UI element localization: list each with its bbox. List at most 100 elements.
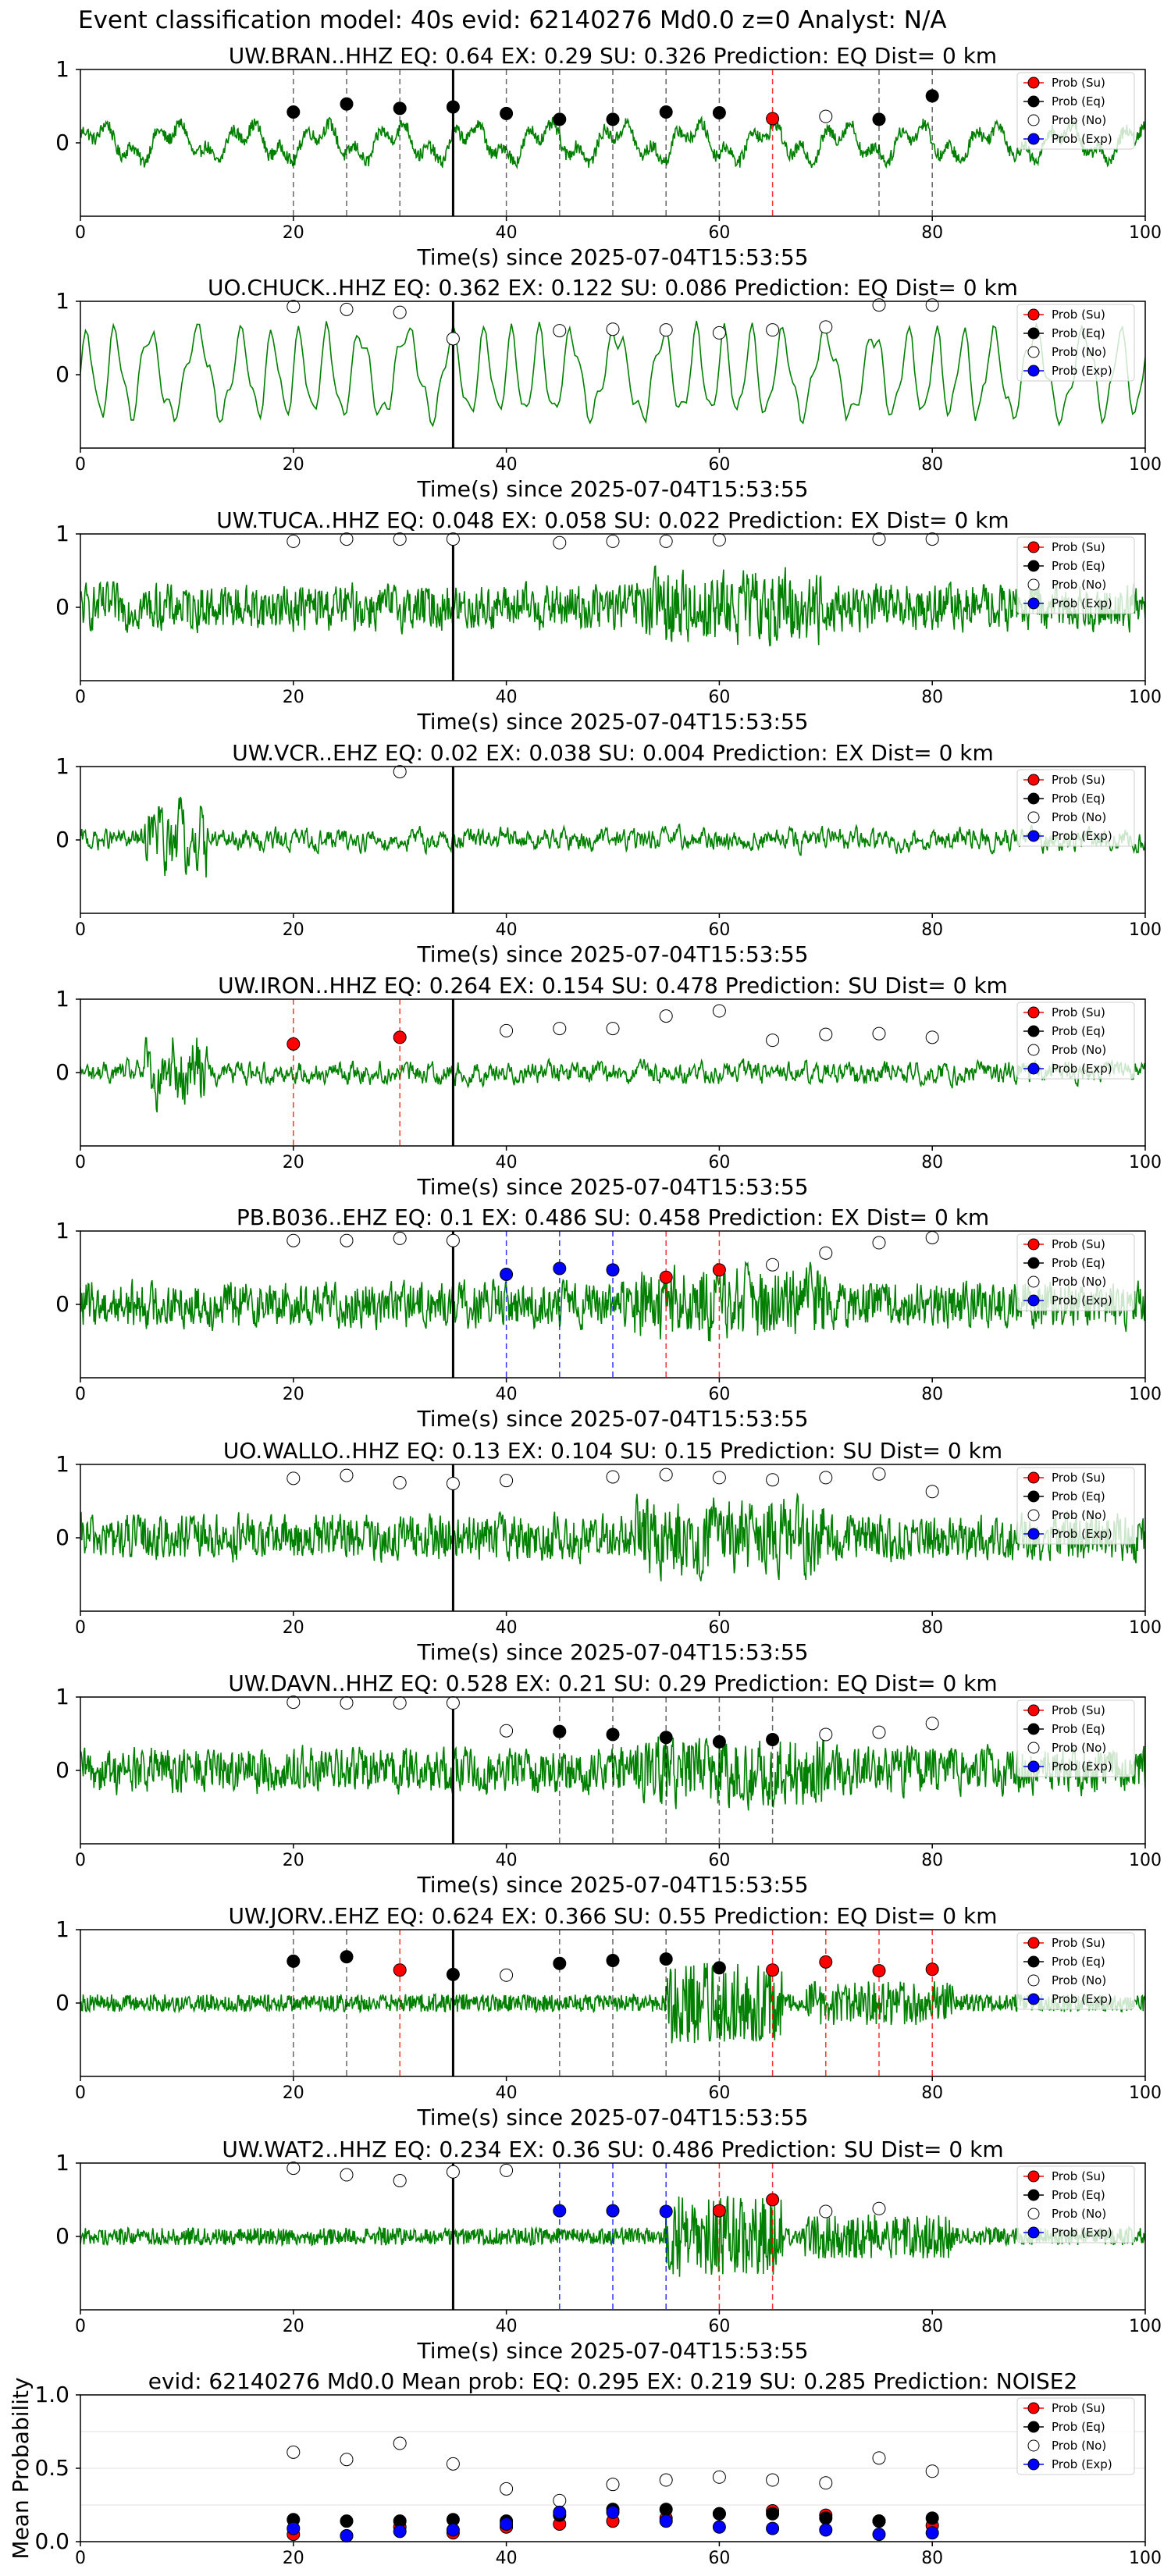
prob-point-exp xyxy=(500,1267,514,1281)
mean-y-tick-label: 1.0 xyxy=(34,2382,69,2407)
prob-point-su xyxy=(819,1955,833,1969)
legend-marker-no xyxy=(1027,1044,1040,1056)
legend-label-eq: Prob (Eq) xyxy=(1052,94,1105,109)
prob-point-eq xyxy=(446,100,460,114)
legend-label-no: Prob (No) xyxy=(1052,113,1106,127)
prob-point-no xyxy=(712,1004,726,1018)
x-tick-label: 60 xyxy=(708,1385,730,1404)
waveform-trace xyxy=(80,1037,1145,1112)
prob-point-no xyxy=(872,532,886,546)
prob-point-no xyxy=(340,1468,354,1482)
x-tick-label: 100 xyxy=(1129,2317,1162,2336)
mean-point-eq xyxy=(872,2514,886,2528)
prob-point-no xyxy=(287,534,301,548)
legend-marker-eq xyxy=(1027,2189,1040,2201)
prob-point-su xyxy=(766,2193,780,2207)
legend-marker-eq xyxy=(1027,327,1040,340)
mean-point-eq xyxy=(340,2514,354,2528)
x-tick-label: 40 xyxy=(496,223,518,243)
legend-label-exp: Prob (Exp) xyxy=(1052,132,1112,146)
waveform-group xyxy=(80,796,1145,878)
station-panel-10: UW.WAT2..HHZ EQ: 0.234 EX: 0.36 SU: 0.48… xyxy=(55,2137,1162,2364)
waveform-group xyxy=(80,1037,1145,1112)
legend-frame xyxy=(1016,2397,1135,2475)
prob-point-no xyxy=(446,1233,460,1247)
legend-marker-no xyxy=(1027,1974,1040,1987)
y-tick-label: 0 xyxy=(55,594,69,620)
prob-point-eq xyxy=(606,1727,620,1742)
y-tick-label: 0 xyxy=(55,1757,69,1783)
legend-label-no: Prob (No) xyxy=(1052,810,1106,824)
x-tick-label: 80 xyxy=(921,455,943,475)
panel-title: UW.BRAN..HHZ EQ: 0.64 EX: 0.29 SU: 0.326… xyxy=(229,43,997,69)
legend-marker-eq xyxy=(1027,560,1040,572)
x-tick-label: 0 xyxy=(75,1385,86,1404)
panel-title: UW.DAVN..HHZ EQ: 0.528 EX: 0.21 SU: 0.29… xyxy=(228,1670,997,1696)
prob-point-no xyxy=(393,532,407,546)
x-tick-label: 100 xyxy=(1129,223,1162,243)
prob-point-no xyxy=(819,1027,833,1041)
x-tick-label: 100 xyxy=(1129,920,1162,940)
legend-marker-exp xyxy=(1027,1528,1040,1540)
prob-point-exp xyxy=(659,2204,673,2218)
x-axis-label: Time(s) since 2025-07-04T15:53:55 xyxy=(416,2338,808,2364)
legend-label-no: Prob (No) xyxy=(1052,578,1106,592)
prob-point-no xyxy=(659,534,673,548)
prob-point-eq xyxy=(712,1735,726,1749)
x-axis-label: Time(s) since 2025-07-04T15:53:55 xyxy=(416,1639,808,1665)
prob-point-eq xyxy=(340,97,354,111)
x-tick-label: 0 xyxy=(75,2317,86,2336)
legend-marker-no xyxy=(1027,1276,1040,1288)
x-tick-label: 0 xyxy=(75,688,86,707)
panel-legend: Prob (Su) Prob (Eq) Prob (No) Prob (Exp) xyxy=(1016,72,1135,150)
legend-marker-exp xyxy=(1027,1993,1040,2005)
prob-point-no xyxy=(500,1968,514,1982)
prob-point-no xyxy=(606,322,620,336)
mean-point-no xyxy=(340,2453,354,2467)
mean-panel-title: evid: 62140276 Md0.0 Mean prob: EQ: 0.29… xyxy=(148,2368,1078,2394)
prob-point-no xyxy=(819,1727,833,1742)
legend-frame xyxy=(1016,1002,1135,1080)
prob-point-no xyxy=(340,302,354,316)
legend-frame xyxy=(1016,2165,1135,2243)
prob-point-no xyxy=(872,1467,886,1481)
legend-frame xyxy=(1016,1932,1135,2010)
waveform-group xyxy=(80,1735,1145,1811)
legend-label-eq: Prob (Eq) xyxy=(1052,1024,1105,1038)
station-panel-9: UW.JORV..EHZ EQ: 0.624 EX: 0.366 SU: 0.5… xyxy=(55,1903,1162,2130)
mean-x-tick-label: 20 xyxy=(283,2549,304,2568)
prob-point-no xyxy=(819,1246,833,1260)
prob-point-eq xyxy=(446,1967,460,1981)
x-tick-label: 20 xyxy=(283,688,304,707)
y-tick-label: 0 xyxy=(55,1291,69,1317)
panel-legend: Prob (Su) Prob (Eq) Prob (No) Prob (Exp) xyxy=(1016,1233,1135,1311)
legend-marker-no xyxy=(1027,578,1040,591)
prob-point-eq xyxy=(606,112,620,126)
panel-title: UW.WAT2..HHZ EQ: 0.234 EX: 0.36 SU: 0.48… xyxy=(222,2137,1003,2162)
prob-point-no xyxy=(553,535,567,550)
x-axis-label: Time(s) since 2025-07-04T15:53:55 xyxy=(416,709,808,735)
x-tick-label: 40 xyxy=(496,1153,518,1172)
legend-marker-eq xyxy=(1027,1723,1040,1735)
x-tick-label: 100 xyxy=(1129,688,1162,707)
legend-marker-no xyxy=(1027,114,1040,126)
legend-marker-exp xyxy=(1027,830,1040,842)
legend-marker-no xyxy=(1027,1742,1040,1754)
mean-point-exp xyxy=(712,2520,726,2534)
panel-legend: Prob (Su) Prob (Eq) Prob (No) Prob (Exp) xyxy=(1016,1002,1135,1080)
x-tick-label: 80 xyxy=(921,1618,943,1638)
mean-point-eq xyxy=(766,2507,780,2521)
prob-point-su xyxy=(766,1963,780,1977)
legend-marker-exp xyxy=(1027,2458,1040,2471)
prob-point-eq xyxy=(766,1733,780,1747)
legend-marker-su xyxy=(1027,308,1040,321)
station-panel-7: UO.WALLO..HHZ EQ: 0.13 EX: 0.104 SU: 0.1… xyxy=(55,1438,1162,1665)
legend-label-no: Prob (No) xyxy=(1052,1508,1106,1522)
y-tick-label: 1 xyxy=(55,1451,69,1477)
legend-marker-no xyxy=(1027,1509,1040,1521)
x-tick-label: 100 xyxy=(1129,2083,1162,2103)
prob-point-no xyxy=(606,534,620,548)
mean-point-exp xyxy=(659,2514,673,2528)
legend-label-su: Prob (Su) xyxy=(1052,1703,1105,1717)
